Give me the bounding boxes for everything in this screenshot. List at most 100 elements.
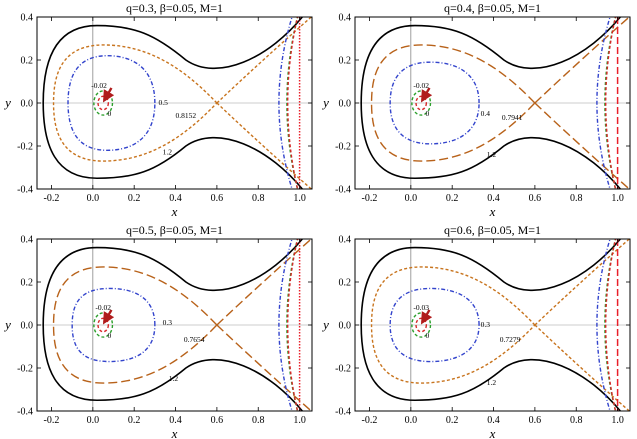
plot-area: -0.02 0 0.5 0.8152 1.2: [37, 17, 312, 189]
contour-branch--0.02: [605, 17, 617, 189]
plot-area: -0.02 0 0.4 0.7941 1.2: [355, 17, 630, 189]
separatrix-left: [52, 266, 218, 384]
level-label: 0.3: [163, 318, 173, 327]
y-tick-label: -0.2: [17, 364, 33, 375]
y-tick-label: -0.4: [17, 185, 33, 196]
separatrix-left: [370, 44, 536, 162]
x-tick-label: 0.4: [169, 193, 182, 204]
y-axis-title: y: [321, 317, 329, 332]
level-label: 0.7941: [502, 113, 523, 122]
separatrix-left: [52, 44, 218, 162]
level-label: 1.2: [487, 378, 497, 387]
y-tick-label: 0.4: [21, 235, 34, 246]
level-label: 0: [425, 331, 429, 340]
level-label: 1.2: [163, 148, 173, 157]
x-tick-label: -0.2: [362, 415, 378, 426]
level-label: -0.02: [95, 303, 111, 312]
contour-0: [93, 90, 114, 116]
level-label: 0.5: [158, 98, 168, 107]
level-label: -0.02: [413, 81, 429, 90]
x-tick-label: 0.0: [87, 415, 100, 426]
contour-1.2: [42, 239, 304, 411]
level-label: 0: [107, 109, 111, 118]
level-label: 0.8152: [176, 111, 197, 120]
contour-branch-0.4: [596, 17, 611, 189]
panel-1: -0.02 0 0.5 0.8152 1.2 -0.2 0.0 0.2 0.4 0.6 0.8 1.0…: [3, 1, 313, 219]
x-tick-label: 0.0: [405, 193, 418, 204]
y-tick-label: 0.2: [339, 56, 352, 67]
x-tick-label: 0.4: [487, 415, 500, 426]
x-tick-label: 0.6: [529, 193, 542, 204]
separatrix-left: [370, 266, 536, 384]
contour-0.3: [389, 287, 480, 363]
contour-0: [411, 312, 432, 338]
panel-2: -0.02 0 0.4 0.7941 1.2 -0.2 0.0 0.2 0.4 0.6 0.8 1.0…: [321, 1, 631, 219]
contour-1.2: [360, 17, 622, 189]
y-tick-label: -0.2: [335, 364, 351, 375]
level-label: 0: [425, 109, 429, 118]
y-tick-label: 0.0: [21, 321, 34, 332]
x-axis-title: x: [489, 204, 496, 219]
x-tick-label: 0.8: [252, 193, 265, 204]
y-tick-label: 0.2: [21, 56, 34, 67]
plot-area: -0.03 0 0.3 0.7279 1.2: [355, 239, 630, 411]
contour-branch--0.02: [287, 17, 299, 189]
x-tick-label: 0.8: [252, 415, 265, 426]
x-tick-label: 1.0: [293, 415, 306, 426]
level-label: -0.03: [413, 303, 429, 312]
separatrix-right: [216, 17, 312, 189]
level-label: 0.4: [481, 109, 491, 118]
x-tick-label: 1.0: [293, 193, 306, 204]
contour-branch--0.03: [605, 239, 617, 411]
panel-title: q=0.3, β=0.05, M=1: [126, 1, 223, 15]
x-tick-label: 0.8: [570, 415, 583, 426]
contour-0.3: [71, 287, 156, 363]
x-tick-label: 0.6: [211, 193, 224, 204]
panel-title: q=0.5, β=0.05, M=1: [126, 223, 223, 237]
x-tick-label: 0.0: [405, 415, 418, 426]
x-tick-label: 1.0: [611, 193, 624, 204]
contour-1.2: [42, 17, 304, 189]
contour-branch-0.3: [596, 239, 611, 411]
level-label: 0: [107, 331, 111, 340]
separatrix-right: [216, 239, 312, 411]
arrow: [420, 87, 433, 103]
arrow: [102, 309, 115, 325]
y-axis-title: y: [3, 95, 11, 110]
level-label: 0.3: [481, 320, 491, 329]
contour-0: [411, 90, 432, 116]
x-tick-label: 1.0: [611, 415, 624, 426]
x-axis-title: x: [171, 204, 178, 219]
y-tick-label: 0.2: [21, 278, 34, 289]
y-tick-label: 0.0: [339, 99, 352, 110]
x-tick-label: 0.6: [211, 415, 224, 426]
x-tick-label: -0.2: [44, 415, 60, 426]
x-tick-label: -0.2: [362, 193, 378, 204]
panel-3: -0.02 0 0.3 0.7654 1.2 -0.2 0.0 0.2 0.4 0.6 0.8 1.0…: [3, 223, 313, 439]
y-axis-title: y: [321, 95, 329, 110]
x-tick-label: 0.0: [87, 193, 100, 204]
x-tick-label: 0.6: [529, 415, 542, 426]
y-tick-label: 0.0: [21, 99, 34, 110]
x-tick-label: 0.2: [128, 415, 141, 426]
x-axis-title: x: [489, 426, 496, 439]
arrow: [420, 309, 433, 325]
x-tick-label: 0.2: [446, 415, 459, 426]
y-tick-label: -0.4: [17, 407, 33, 418]
contour-1.2: [360, 239, 622, 411]
panel-4: -0.03 0 0.3 0.7279 1.2 -0.2 0.0 0.2 0.4 0.6 0.8 1.0…: [321, 223, 631, 439]
y-tick-label: -0.2: [17, 142, 33, 153]
contour-0.5: [67, 54, 156, 152]
level-label: 0.7654: [184, 335, 205, 344]
x-tick-label: 0.4: [487, 193, 500, 204]
contour-branch-0.3: [278, 239, 293, 411]
panel-title: q=0.6, β=0.05, M=1: [444, 223, 541, 237]
y-tick-label: 0.4: [339, 235, 352, 246]
y-tick-label: -0.2: [335, 142, 351, 153]
contour-branch-0.5: [278, 17, 293, 189]
x-tick-label: -0.2: [44, 193, 60, 204]
x-tick-label: 0.4: [169, 415, 182, 426]
level-label: -0.02: [91, 81, 107, 90]
contour-0.4: [389, 61, 480, 145]
